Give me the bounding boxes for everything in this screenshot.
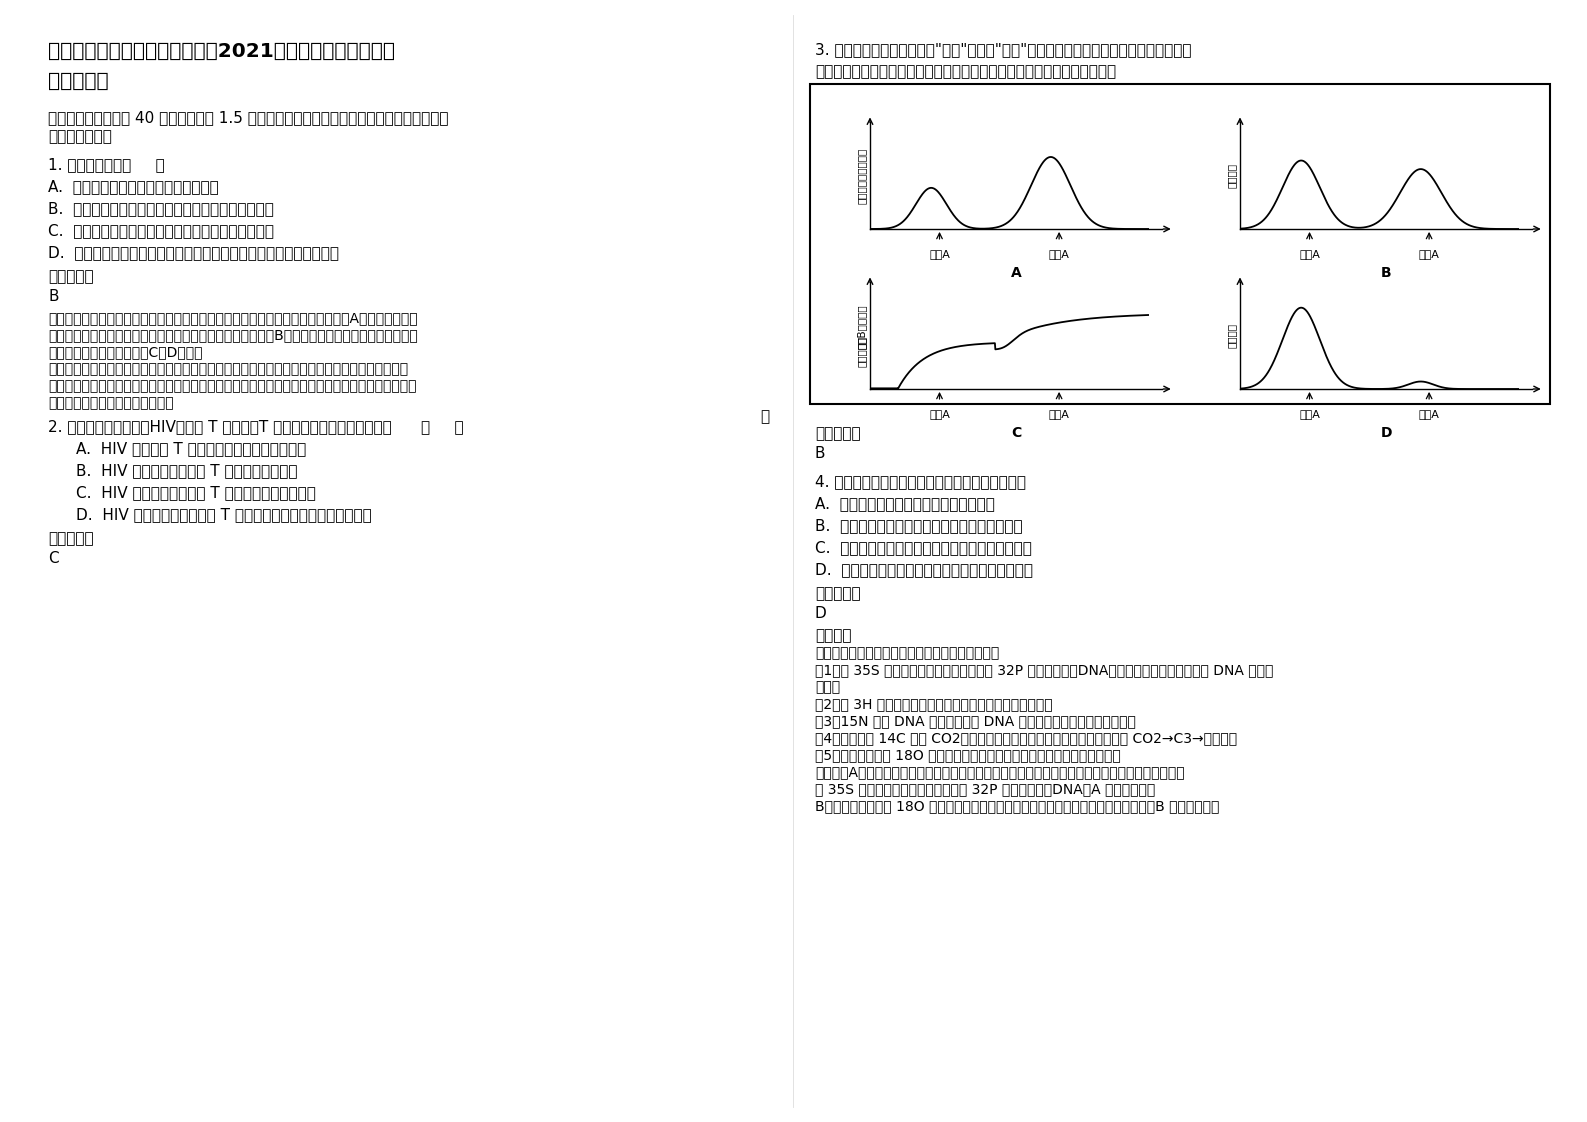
- Text: C: C: [1011, 426, 1020, 440]
- Text: （1）用 35S 标记噬菌体的蛋白质外壳，用 32P 标记噬菌体的DNA，分别侵染细菌，最终证明 DNA 是遗传: （1）用 35S 标记噬菌体的蛋白质外壳，用 32P 标记噬菌体的DNA，分别侵…: [816, 663, 1273, 677]
- Text: 抗原A: 抗原A: [1419, 249, 1439, 259]
- Text: C.  位于一条染色体的两条染色单体同一位置上的基因: C. 位于一条染色体的两条染色单体同一位置上的基因: [48, 223, 275, 238]
- Text: 参考答案：: 参考答案：: [816, 426, 860, 441]
- Text: 试题解析：等位基因是指一对同源染色体的同一位置上的、控制相对性状的基因，A错误；等位基因: 试题解析：等位基因是指一对同源染色体的同一位置上的、控制相对性状的基因，A错误；…: [48, 311, 417, 325]
- Text: 一、选择题（本题共 40 小题，每小题 1.5 分。在每小题给出的四个选项中，只有一项是符合: 一、选择题（本题共 40 小题，每小题 1.5 分。在每小题给出的四个选项中，只…: [48, 110, 449, 125]
- Text: 参考答案：: 参考答案：: [48, 269, 94, 284]
- Text: B: B: [1381, 266, 1392, 280]
- Text: D.  位于一条染色体的两条染色单体同一位置上并控制相对性状的基因: D. 位于一条染色体的两条染色单体同一位置上并控制相对性状的基因: [48, 245, 340, 260]
- Text: C: C: [48, 551, 59, 565]
- Text: C.  HIV 在增殖时必须利用 T 细胞提供的核糖核苷酸: C. HIV 在增殖时必须利用 T 细胞提供的核糖核苷酸: [76, 485, 316, 500]
- Text: 记忆B细胞数量: 记忆B细胞数量: [857, 305, 867, 349]
- Text: （相对值）: （相对值）: [857, 335, 867, 367]
- Text: A: A: [1011, 266, 1022, 280]
- Text: 抗原A: 抗原A: [1049, 410, 1070, 420]
- Text: 是: 是: [760, 410, 770, 424]
- Text: 抗原A: 抗原A: [1300, 249, 1320, 259]
- Text: B.  鲁宾和卡门证明光合作用释放的氧气来自于水: B. 鲁宾和卡门证明光合作用释放的氧气来自于水: [816, 518, 1022, 533]
- Text: B: B: [816, 447, 825, 461]
- Text: 相同基因，不是等位基因，C、D错误。: 相同基因，不是等位基因，C、D错误。: [48, 344, 203, 359]
- Text: D: D: [1381, 426, 1392, 440]
- Text: D.  HIV 利用自身的核糖体以 T 细胞内的氨基酸为原料合成蛋白质: D. HIV 利用自身的核糖体以 T 细胞内的氨基酸为原料合成蛋白质: [76, 507, 371, 522]
- Text: （4）卡尔文用 14C 标记 CO2，研究出碳原子在光合作用中的转移途径，即 CO2→C3→有机物；: （4）卡尔文用 14C 标记 CO2，研究出碳原子在光合作用中的转移途径，即 C…: [816, 732, 1238, 745]
- Bar: [809, 84, 1550, 404]
- Text: （2）用 3H 标记氨基酸，探明分泌蛋白的合成与分泌过程；: （2）用 3H 标记氨基酸，探明分泌蛋白的合成与分泌过程；: [816, 697, 1052, 711]
- Text: C.  卡尔文利用小球藻探究光合作用中碳的转移途径: C. 卡尔文利用小球藻探究光合作用中碳的转移途径: [816, 540, 1032, 555]
- Text: （5）鲁宾和卡门用 18O 标记水，证明光合作用所释放的氧气全部来自于水。: （5）鲁宾和卡门用 18O 标记水，证明光合作用所释放的氧气全部来自于水。: [816, 748, 1120, 762]
- Text: 患病程度: 患病程度: [1227, 323, 1236, 348]
- Text: 物质；: 物质；: [816, 680, 840, 695]
- Text: B.  HIV 在增殖时不需利用 T 细胞提供的氨基酸: B. HIV 在增殖时不需利用 T 细胞提供的氨基酸: [76, 463, 297, 478]
- Text: B、鲁宾和卡门采用 18O 分别标记水和二氧化碳，证明光合作用释放的氧气来自于水，B 不符合题意；: B、鲁宾和卡门采用 18O 分别标记水和二氧化碳，证明光合作用释放的氧气来自于水…: [816, 799, 1219, 813]
- Text: A.  HIV 直接利用 T 细胞内的葡萄糖作为能源物质: A. HIV 直接利用 T 细胞内的葡萄糖作为能源物质: [76, 441, 306, 456]
- Text: D.  证明细胞膜具有一定流动性的人鼠细胞融合实验: D. 证明细胞膜具有一定流动性的人鼠细胞融合实验: [816, 562, 1033, 577]
- Text: （3）15N 标记 DNA 分子，证明了 DNA 分子的复制方式是半保留复制；: （3）15N 标记 DNA 分子，证明了 DNA 分子的复制方式是半保留复制；: [816, 714, 1136, 728]
- Text: 【详解】A、根据以上分析可知，赫尔希、蔡斯的噬菌体侵染细菌实验采用了同位素标记法，实验中: 【详解】A、根据以上分析可知，赫尔希、蔡斯的噬菌体侵染细菌实验采用了同位素标记法…: [816, 765, 1184, 779]
- Text: A.  赫尔希和蔡斯的噬菌体侵染细菌的实验: A. 赫尔希和蔡斯的噬菌体侵染细菌的实验: [816, 496, 995, 511]
- Text: 参考答案：: 参考答案：: [48, 531, 94, 546]
- Text: 是指一对同源染色体的同一位置上的、控制相对性状的基因，B正确；两条姐妹染色单体上的基因是: 是指一对同源染色体的同一位置上的、控制相对性状的基因，B正确；两条姐妹染色单体上…: [48, 328, 417, 342]
- Text: 抗原A: 抗原A: [928, 249, 951, 259]
- Text: 试题含解析: 试题含解析: [48, 72, 108, 91]
- Text: 化。下图有关曲线中，不能正确反映这一变化过程中某些因素的变化情况的: 化。下图有关曲线中，不能正确反映这一变化过程中某些因素的变化情况的: [816, 64, 1116, 79]
- Text: 考点：本题考查等位基因的相关知识，意在考查考生能理解所学知识的要点，把握知识间的内在联: 考点：本题考查等位基因的相关知识，意在考查考生能理解所学知识的要点，把握知识间的…: [48, 362, 408, 376]
- Text: 放射性同位素标记法在生物学中具有广泛的应用；: 放射性同位素标记法在生物学中具有广泛的应用；: [816, 646, 1000, 660]
- Text: 参考答案：: 参考答案：: [816, 586, 860, 601]
- Text: 抗原A: 抗原A: [1300, 410, 1320, 420]
- Text: 抗体含量（相对值）: 抗体含量（相对值）: [857, 147, 867, 203]
- Text: B.  位于同源染色体的相同位置上控制相对性状的基因: B. 位于同源染色体的相同位置上控制相对性状的基因: [48, 201, 275, 217]
- Text: 2. 人类免疫缺陷病毒（HIV）入侵 T 细胞后，T 细胞死亡，以下说法正确的是      （     ）: 2. 人类免疫缺陷病毒（HIV）入侵 T 细胞后，T 细胞死亡，以下说法正确的是…: [48, 419, 463, 434]
- Text: 【分析】: 【分析】: [816, 628, 852, 643]
- Text: 3. 人体免疫反应是机体识别"自己"、排除"异己"的过程，在这一过程中发生了一系列的变: 3. 人体免疫反应是机体识别"自己"、排除"异己"的过程，在这一过程中发生了一系…: [816, 42, 1192, 57]
- Text: 患病程度: 患病程度: [1227, 163, 1236, 188]
- Text: 系，能运用所学知识与观点，通过比较、分析与综合等方法对某些生物学问题进行解释、推理，做出: 系，能运用所学知识与观点，通过比较、分析与综合等方法对某些生物学问题进行解释、推…: [48, 379, 416, 393]
- Text: D: D: [816, 606, 827, 620]
- Text: 用 35S 标记噬菌体的蛋白质外壳，用 32P 标记噬菌体的DNA，A 不符合题意；: 用 35S 标记噬菌体的蛋白质外壳，用 32P 标记噬菌体的DNA，A 不符合题…: [816, 782, 1155, 795]
- Text: A.  位于同源染色体的相同位置上的基因: A. 位于同源染色体的相同位置上的基因: [48, 180, 219, 194]
- Text: 题目要求的。）: 题目要求的。）: [48, 129, 111, 144]
- Text: 抗原A: 抗原A: [1049, 249, 1070, 259]
- Text: 抗原A: 抗原A: [928, 410, 951, 420]
- Text: 1. 等位基因是指（     ）: 1. 等位基因是指（ ）: [48, 157, 165, 172]
- Text: 合理判断或得出正确结论的能力。: 合理判断或得出正确结论的能力。: [48, 396, 173, 410]
- Text: 湖南省湘潭市湘乡振湘实验中学2021年高三生物下学期期末: 湖南省湘潭市湘乡振湘实验中学2021年高三生物下学期期末: [48, 42, 395, 61]
- Text: B: B: [48, 289, 59, 304]
- Text: 4. 下列科学研究过程中没有用到同位素标记法的是: 4. 下列科学研究过程中没有用到同位素标记法的是: [816, 473, 1027, 489]
- Text: 抗原A: 抗原A: [1419, 410, 1439, 420]
